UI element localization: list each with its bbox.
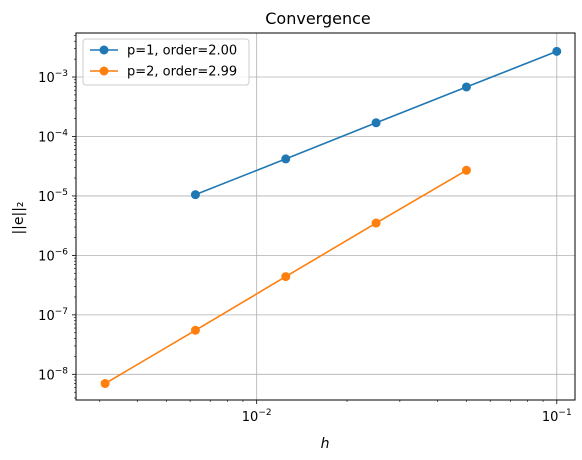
y-tick-label: 10−6 [38,247,68,264]
legend-marker [99,45,109,55]
x-tick-label: 10−1 [542,408,572,425]
chart-title: Convergence [265,9,371,28]
legend-box [82,38,250,86]
y-tick-label: 10−4 [38,128,68,145]
legend-label: p=2, order=2.99 [127,65,237,80]
legend-label: p=1, order=2.00 [127,44,237,59]
x-axis-label: h [321,436,330,452]
series-layer [100,46,562,389]
series-2-point [190,325,200,335]
x-tick-label: 10−2 [242,408,272,425]
series-2-point [461,165,471,175]
grid-lines [76,33,575,400]
legend-marker [99,66,109,76]
legend: p=1, order=2.00 p=2, order=2.99 [82,38,250,86]
series-2-point [371,218,381,228]
series-1-point [190,190,200,200]
axis-ticks: 10−2 10−1 10−8 10−7 10−6 10−5 10−4 10−3 [38,35,572,425]
series-2-point [100,379,110,389]
y-tick-label: 10−8 [38,366,68,383]
series-1-point [552,46,562,56]
series-2-point [281,272,291,282]
y-tick-label: 10−3 [38,69,68,86]
y-tick-label: 10−7 [38,307,68,324]
axes-frame [75,32,576,401]
series-1-point [371,118,381,128]
y-axis-label: ||e||₂ [11,201,27,234]
series-1-point [461,82,471,92]
y-tick-label: 10−5 [38,188,68,205]
series-1-point [281,154,291,164]
